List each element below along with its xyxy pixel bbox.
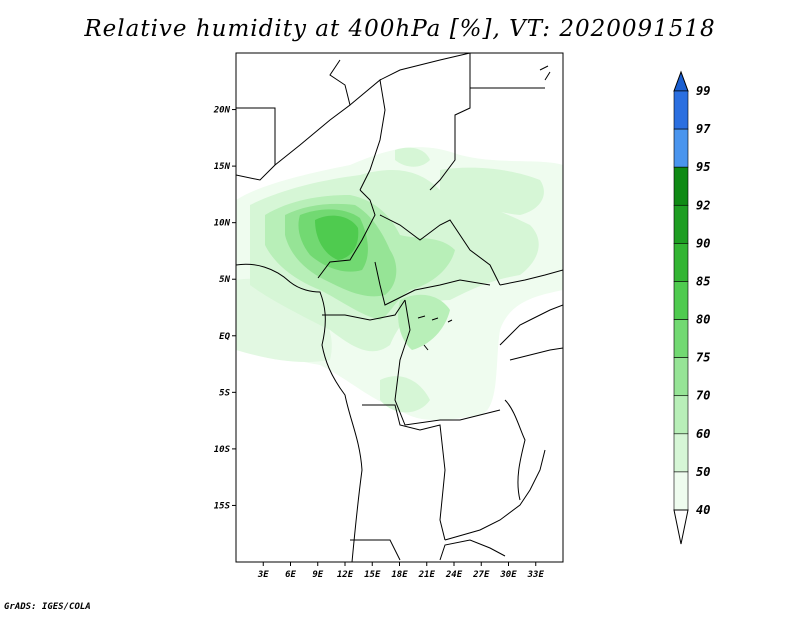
colorbar-label: 92	[696, 198, 710, 212]
lat-tick-label: 15S	[214, 501, 231, 511]
lat-tick-label: 20N	[213, 106, 231, 116]
colorbar-segment	[673, 319, 689, 358]
colorbar-segment	[673, 395, 689, 435]
colorbar-label: 97	[696, 122, 711, 136]
country-borders	[236, 53, 563, 562]
latitude-axis: 20N 15N 10N 5N EQ 5S 10S 15S	[213, 106, 236, 511]
lon-tick-label: 18E	[391, 570, 408, 580]
lon-tick-label: 24E	[445, 570, 463, 580]
lon-tick-label: 33E	[527, 570, 545, 580]
lon-tick-label: 21E	[418, 570, 436, 580]
lon-tick-label: 9E	[312, 570, 323, 580]
colorbar-segment	[673, 90, 689, 130]
lon-tick-label: 3E	[257, 570, 269, 580]
colorbar-label: 80	[696, 313, 710, 327]
colorbar-label: 70	[696, 389, 710, 403]
colorbar-segment	[673, 204, 689, 244]
humidity-field	[236, 147, 563, 420]
colorbar-segment	[673, 433, 689, 473]
colorbar-label: 40	[696, 503, 710, 517]
lon-tick-label: 6E	[285, 570, 296, 580]
colorbar-segment	[673, 471, 689, 511]
lon-tick-label: 30E	[499, 570, 517, 580]
colorbar-label: 95	[696, 160, 710, 174]
colorbar-label: 75	[696, 351, 710, 365]
colorbar: 99 97 95 92 90 85 80 75 70 60 50 40	[673, 70, 711, 545]
colorbar-segment	[673, 128, 689, 168]
lat-tick-label: 5S	[219, 388, 230, 398]
lat-tick-label: EQ	[219, 332, 230, 342]
grads-credit: GrADS: IGES/COLA	[4, 602, 91, 612]
lon-tick-label: 27E	[472, 570, 490, 580]
colorbar-label: 50	[696, 465, 710, 479]
colorbar-segment	[673, 357, 689, 397]
lat-tick-label: 10S	[214, 445, 231, 455]
lat-tick-label: 10N	[214, 219, 231, 229]
lon-tick-label: 15E	[364, 570, 381, 580]
colorbar-label: 90	[696, 236, 710, 250]
colorbar-segment	[673, 281, 689, 320]
colorbar-segment	[673, 166, 689, 206]
colorbar-bottom-arrow	[673, 509, 689, 545]
colorbar-label: 85	[696, 274, 710, 288]
lat-tick-label: 5N	[219, 275, 230, 285]
colorbar-label: 99	[696, 84, 710, 98]
lat-tick-label: 15N	[214, 162, 231, 172]
longitude-axis: 3E 6E 9E 12E 15E 18E 21E 24E 27E 30E 33E	[257, 562, 545, 580]
colorbar-label: 60	[696, 427, 710, 441]
colorbar-segment	[673, 243, 689, 282]
lon-tick-label: 12E	[337, 570, 354, 580]
map-title: Relative humidity at 400hPa [%], VT: 202…	[84, 16, 716, 42]
colorbar-top-arrow	[673, 70, 689, 92]
